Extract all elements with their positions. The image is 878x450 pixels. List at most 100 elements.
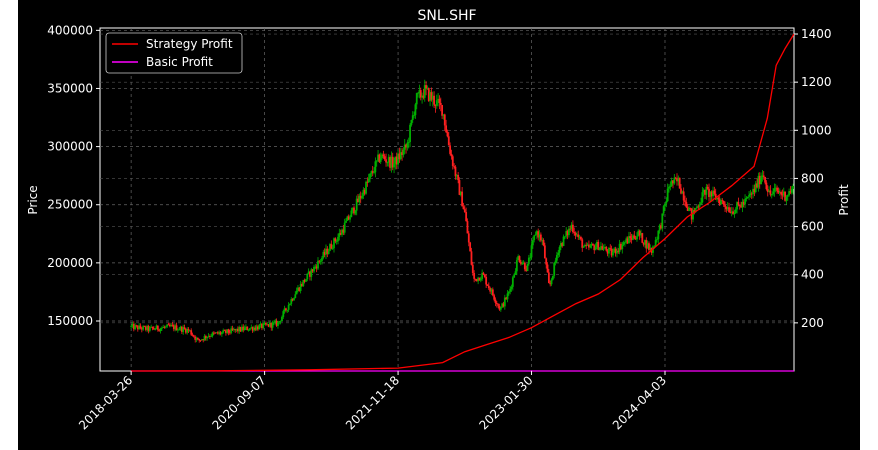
candle-body	[405, 144, 407, 148]
candle-body	[758, 175, 761, 185]
candle-body	[389, 157, 391, 168]
candle-body	[629, 236, 632, 239]
candle-body	[180, 326, 183, 332]
candle-body	[270, 322, 273, 328]
candle-body	[658, 225, 661, 231]
candle-body	[740, 205, 742, 208]
candle-body	[503, 297, 506, 307]
candle-body	[636, 236, 638, 240]
candle-body	[297, 287, 299, 291]
candle-body	[325, 248, 327, 255]
candle-body	[470, 251, 473, 265]
candle-body	[164, 326, 167, 328]
candle-body	[377, 154, 379, 161]
candle-body	[689, 207, 692, 209]
candle-body	[414, 104, 417, 116]
candle-body	[170, 324, 173, 327]
candle-body	[354, 210, 357, 214]
candle-body	[183, 327, 186, 329]
candle-body	[381, 154, 383, 159]
candle-body	[417, 92, 419, 94]
candle-body	[630, 238, 633, 240]
candle-body	[535, 231, 538, 235]
candle-body	[146, 326, 149, 330]
legend-label-basic: Basic Profit	[146, 55, 213, 69]
candle-body	[152, 328, 155, 330]
candle-body	[361, 195, 363, 199]
candle-body	[175, 325, 178, 331]
y-right-tick-label: 800	[801, 171, 824, 185]
candle-body	[511, 277, 514, 287]
candle-body	[261, 323, 263, 329]
candle-body	[550, 279, 553, 285]
y-right-tick-label: 1000	[801, 123, 832, 137]
candle-body	[378, 154, 381, 162]
candle-body	[425, 85, 427, 89]
candle-body	[676, 178, 678, 182]
candle-body	[239, 327, 242, 332]
candle-body	[144, 326, 147, 330]
candle-body	[155, 325, 158, 330]
candle-body	[567, 228, 570, 236]
candle-body	[478, 277, 481, 281]
candle-body	[666, 188, 669, 202]
candle-body	[278, 321, 281, 323]
candle-body	[620, 243, 622, 250]
candle-body	[211, 332, 214, 337]
candle-body	[525, 269, 528, 272]
candle-body	[590, 243, 593, 246]
candle-body	[770, 194, 773, 196]
candle-body	[491, 289, 494, 296]
candle-body	[315, 266, 318, 269]
candle-body	[163, 326, 166, 328]
candle-body	[218, 332, 221, 334]
candle-body	[463, 209, 466, 213]
candle-body	[271, 322, 274, 328]
candle-body	[600, 246, 602, 248]
candle-body	[224, 330, 227, 333]
candle-body	[294, 294, 297, 299]
candle-body	[338, 233, 341, 237]
candle-body	[318, 260, 321, 262]
candle-body	[596, 241, 598, 248]
candle-body	[390, 156, 393, 168]
candle-body	[577, 234, 580, 238]
candle-body	[742, 201, 745, 205]
candle-body	[782, 191, 785, 196]
candle-body	[246, 326, 249, 331]
candle-body	[168, 324, 171, 327]
candle-body	[431, 95, 434, 100]
candle-body	[702, 189, 705, 193]
candle-body	[481, 272, 484, 279]
candle-body	[401, 152, 403, 155]
candle-body	[710, 191, 713, 197]
candle-body	[346, 216, 349, 221]
candle-body	[200, 339, 203, 341]
candle-body	[754, 183, 757, 193]
candle-body	[204, 336, 207, 339]
candle-body	[143, 326, 146, 327]
candle-body	[151, 326, 154, 329]
candle-body	[682, 191, 685, 201]
candle-body	[293, 298, 295, 301]
candle-body	[601, 246, 604, 250]
candle-body	[450, 153, 453, 157]
candle-body	[474, 278, 477, 280]
candle-body	[539, 234, 542, 241]
candle-body	[290, 299, 293, 304]
candle-body	[435, 100, 438, 106]
candle-body	[447, 136, 450, 146]
candle-body	[704, 189, 706, 195]
candle-body	[780, 192, 782, 195]
candle-body	[573, 232, 576, 234]
candle-body	[230, 328, 233, 333]
candle-body	[195, 338, 198, 340]
candle-body	[210, 336, 213, 337]
candle-body	[427, 88, 430, 101]
candle-body	[317, 260, 319, 269]
candle-body	[765, 182, 768, 190]
candle-body	[745, 198, 748, 199]
y-right-tick-label: 600	[801, 220, 824, 234]
candle-body	[526, 263, 529, 272]
candle-body	[542, 240, 545, 246]
